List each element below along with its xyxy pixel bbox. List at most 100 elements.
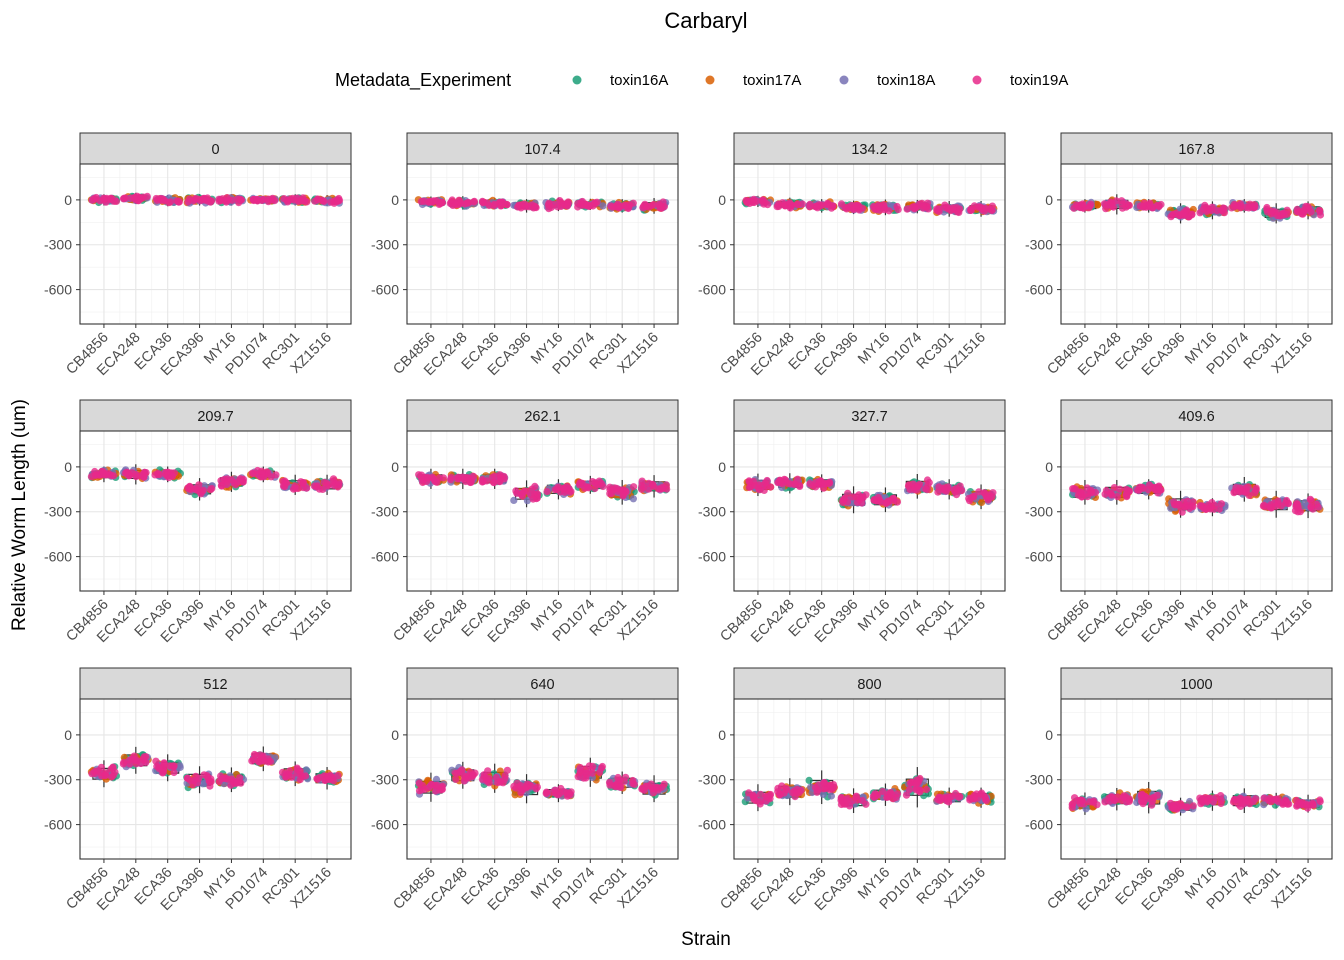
facet-panel-409.6: 409.60-300-600CB4856ECA248ECA36ECA396MY1…	[1025, 399, 1333, 646]
data-point-toxin19A	[479, 199, 487, 207]
y-tick-label: 0	[718, 727, 726, 743]
data-point-toxin19A	[1251, 489, 1259, 497]
data-point-toxin19A	[560, 484, 568, 492]
data-point-toxin19A	[299, 479, 308, 487]
data-point-toxin19A	[296, 767, 304, 775]
points-ECA396	[837, 792, 870, 810]
data-point-toxin19A	[1316, 207, 1324, 215]
y-tick-label: -600	[698, 549, 726, 565]
points-MY16	[542, 197, 573, 213]
y-tick-label: -600	[371, 282, 399, 298]
y-tick-label: -300	[44, 504, 72, 520]
data-point-toxin19A	[554, 791, 562, 799]
legend-label-toxin17A: toxin17A	[743, 72, 801, 89]
data-point-toxin19A	[170, 768, 178, 777]
facet-strip-label: 1000	[1180, 677, 1212, 693]
data-point-toxin19A	[567, 788, 575, 796]
data-point-toxin19A	[1153, 791, 1161, 799]
data-point-toxin19A	[100, 196, 108, 204]
data-point-toxin19A	[415, 787, 424, 795]
points-XZ1516	[310, 194, 344, 207]
y-tick-label: -600	[1025, 549, 1053, 565]
data-point-toxin19A	[881, 206, 889, 214]
data-point-toxin19A	[1175, 500, 1183, 509]
points-XZ1516	[637, 477, 671, 495]
data-point-toxin19A	[1074, 203, 1082, 211]
data-point-toxin19A	[532, 785, 540, 793]
data-point-toxin19A	[795, 789, 803, 797]
facet-panel-640: 6400-300-600CB4856ECA248ECA36ECA396MY16P…	[371, 667, 679, 914]
data-point-toxin19A	[582, 774, 590, 782]
data-point-toxin19A	[1251, 202, 1259, 211]
y-tick-label: -600	[1025, 282, 1053, 298]
data-point-toxin19A	[278, 768, 287, 777]
data-point-toxin19A	[968, 493, 976, 501]
y-tick-label: 0	[718, 192, 726, 208]
data-point-toxin19A	[494, 779, 502, 787]
points-RC301	[279, 476, 312, 493]
facet-strip	[733, 132, 1006, 165]
points-CB4856	[87, 466, 120, 482]
data-point-toxin19A	[910, 203, 918, 211]
data-point-toxin19A	[1145, 481, 1154, 489]
data-point-toxin19A	[160, 759, 168, 767]
facet-panel-107.4: 107.40-300-600CB4856ECA248ECA36ECA396MY1…	[371, 132, 679, 379]
y-tick-label: -600	[371, 817, 399, 833]
data-point-toxin19A	[658, 485, 666, 493]
data-point-toxin19A	[1077, 797, 1085, 805]
data-point-toxin19A	[218, 775, 226, 783]
data-point-toxin19A	[88, 770, 96, 778]
data-point-toxin19A	[415, 779, 423, 788]
legend-entry-toxin16A: toxin16A	[572, 72, 668, 89]
data-point-toxin19A	[195, 481, 203, 489]
data-point-toxin19A	[1155, 203, 1163, 211]
data-point-toxin19A	[298, 196, 306, 204]
data-point-toxin19A	[655, 200, 663, 209]
data-point-toxin19A	[582, 483, 591, 491]
data-point-toxin19A	[187, 485, 195, 493]
data-point-toxin19A	[102, 769, 110, 777]
data-point-toxin19A	[1182, 206, 1191, 214]
points-CB4856	[741, 195, 775, 209]
data-point-toxin19A	[955, 208, 963, 217]
chart-title: Carbaryl	[664, 8, 747, 33]
data-point-toxin19A	[622, 773, 630, 781]
data-point-toxin19A	[204, 773, 212, 782]
data-point-toxin19A	[888, 790, 896, 798]
data-point-toxin19A	[935, 207, 943, 216]
data-point-toxin19A	[510, 782, 518, 791]
points-ECA248	[119, 192, 151, 205]
data-point-toxin19A	[1146, 201, 1154, 209]
data-point-toxin19A	[796, 482, 804, 490]
data-point-toxin18A	[510, 496, 518, 504]
data-point-toxin19A	[1272, 502, 1280, 510]
data-point-toxin19A	[1170, 804, 1178, 812]
y-tick-label: -300	[371, 237, 399, 253]
data-point-toxin19A	[1236, 484, 1244, 492]
data-point-toxin19A	[168, 472, 176, 480]
data-point-toxin19A	[1083, 490, 1091, 498]
data-point-toxin19A	[613, 783, 621, 791]
data-point-toxin19A	[1102, 205, 1110, 213]
data-point-toxin19A	[1177, 210, 1185, 218]
panel-border	[406, 430, 679, 592]
points-MY16	[543, 482, 575, 498]
data-point-toxin19A	[1108, 793, 1116, 801]
data-point-toxin19A	[1183, 497, 1191, 505]
data-point-toxin19A	[501, 775, 509, 783]
data-point-toxin19A	[236, 475, 244, 483]
points-ECA36	[806, 475, 836, 492]
data-point-toxin17A	[1094, 200, 1102, 209]
data-point-toxin19A	[438, 199, 446, 207]
data-point-toxin19A	[856, 496, 864, 504]
data-point-toxin19A	[1188, 210, 1196, 218]
data-point-toxin19A	[543, 488, 551, 496]
y-tick-label: -600	[44, 549, 72, 565]
data-point-toxin19A	[893, 498, 902, 506]
data-point-toxin19A	[542, 789, 550, 798]
legend-label-toxin18A: toxin18A	[877, 72, 935, 89]
data-point-toxin19A	[433, 781, 441, 789]
data-point-toxin19A	[756, 790, 765, 798]
facet-strip-label: 134.2	[851, 142, 887, 158]
data-point-toxin19A	[417, 197, 425, 206]
